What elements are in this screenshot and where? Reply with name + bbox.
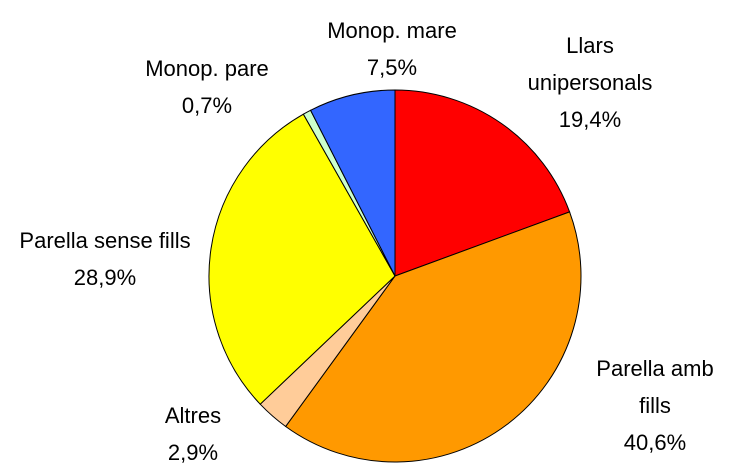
- value-label: 2,9%: [167, 440, 219, 465]
- slice-label: Parella amb fills 40,6%: [580, 350, 730, 461]
- pie-slice: [208, 113, 396, 405]
- slice-label: Altres 2,9%: [133, 397, 253, 471]
- value-label: 28,9%: [73, 265, 137, 290]
- slice-label: Monop. mare 7,5%: [292, 12, 492, 86]
- pie-slice: [309, 89, 396, 277]
- slice-label: Parella sense fills 28,9%: [15, 222, 195, 296]
- category-name: Llars unipersonals: [527, 33, 653, 95]
- value-label: 0,7%: [181, 93, 233, 118]
- category-name: Parella sense fills: [19, 228, 191, 253]
- pie-slice: [394, 89, 571, 277]
- value-label: 19,4%: [558, 107, 622, 132]
- category-name: Monop. mare: [327, 18, 457, 43]
- slice-label: Monop. pare 0,7%: [107, 50, 307, 124]
- category-name: Parella amb fills: [596, 356, 714, 418]
- slice-label: Llars unipersonals 19,4%: [515, 27, 665, 138]
- value-label: 40,6%: [623, 430, 687, 455]
- value-label: 7,5%: [366, 55, 418, 80]
- category-name: Monop. pare: [145, 56, 269, 81]
- pie-slice: [284, 211, 582, 463]
- category-name: Altres: [164, 403, 222, 428]
